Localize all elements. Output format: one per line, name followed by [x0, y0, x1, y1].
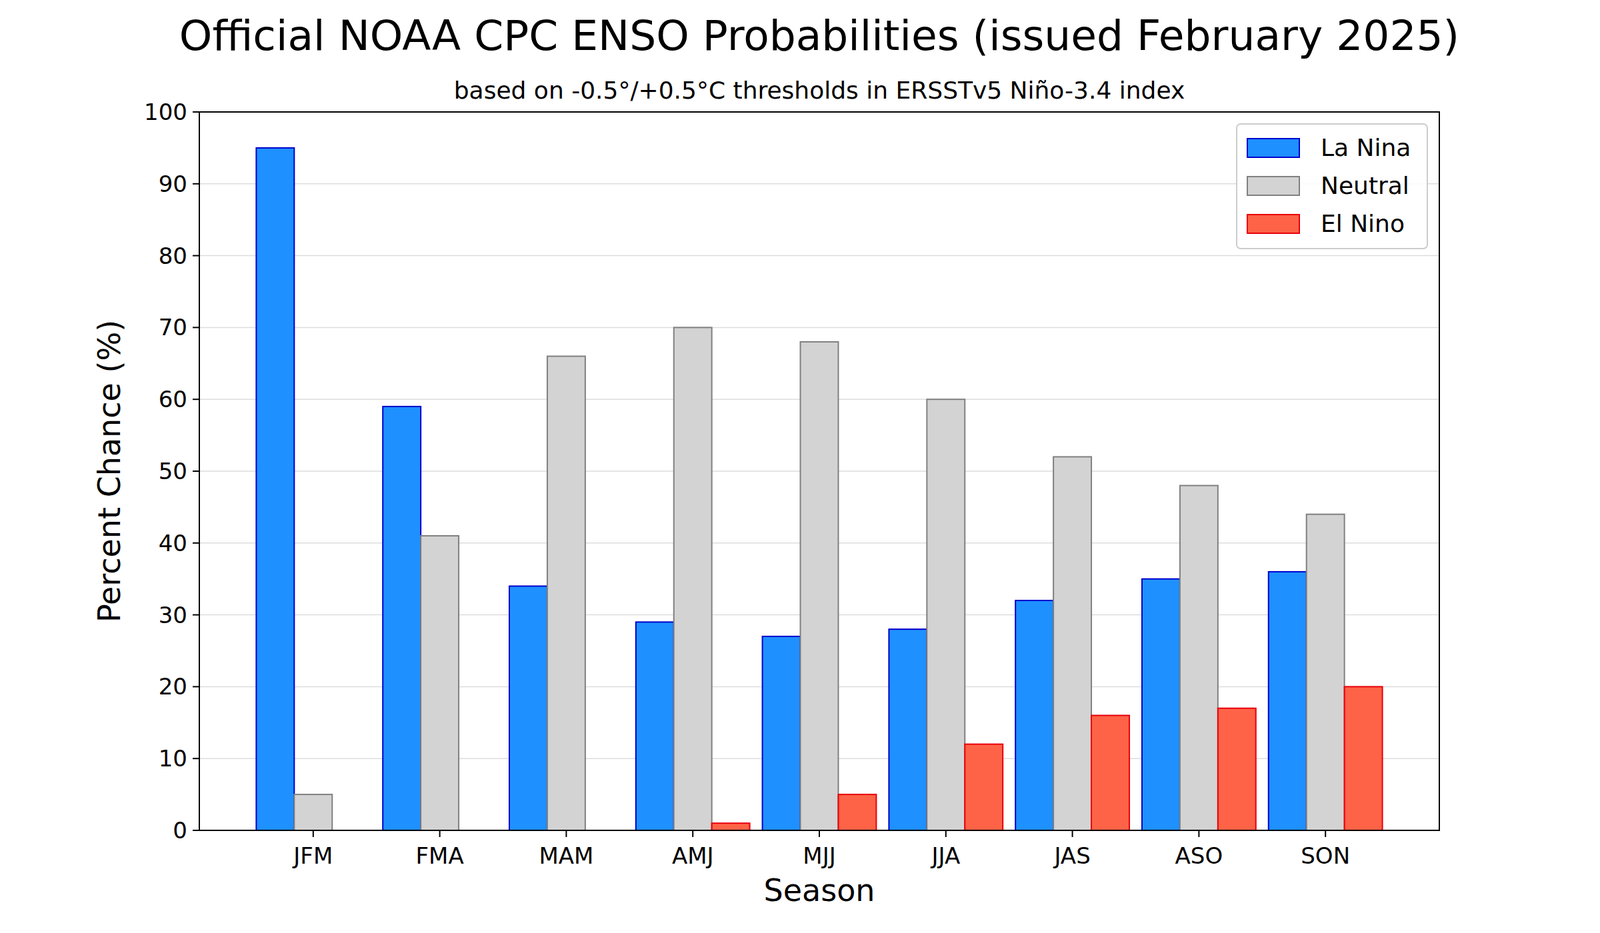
y-tick: [192, 255, 200, 257]
x-tick-label: JAS: [1052, 842, 1090, 870]
x-tick: [439, 830, 441, 838]
bar: [547, 356, 586, 831]
x-axis-label: Season: [764, 872, 876, 909]
bar: [382, 406, 421, 831]
bar: [800, 342, 839, 831]
x-tick: [818, 830, 820, 838]
x-tick: [1198, 830, 1200, 838]
bar: [964, 744, 1003, 831]
y-tick-label: 70: [158, 314, 188, 341]
x-tick-label: SON: [1300, 842, 1350, 870]
y-tick-label: 10: [158, 745, 188, 772]
bar: [1015, 600, 1054, 831]
x-tick-label: ASO: [1175, 842, 1224, 870]
bar: [1268, 572, 1307, 831]
legend-box: [1236, 124, 1428, 249]
x-tick: [565, 830, 567, 838]
legend-swatch: [1247, 138, 1300, 158]
grid-line: [199, 327, 1440, 329]
bar: [674, 327, 712, 831]
x-tick-label: JFM: [292, 842, 333, 870]
chart: 0 10 20 30 40 50 60 70 80 90 100 JFM FMA MAM AMJ MJJ JJA…: [0, 0, 1600, 933]
y-tick-label: 20: [158, 673, 188, 700]
legend: La Nina Neutral El Nino: [1236, 124, 1428, 249]
legend-label: El Nino: [1320, 210, 1405, 238]
subtitle: based on -0.5°/+0.5°C thresholds in ERSS…: [454, 76, 1186, 104]
y-tick-label: 50: [158, 458, 188, 485]
title: Official NOAA CPC ENSO Probabilities (is…: [179, 11, 1460, 60]
bar: [1053, 456, 1092, 831]
plot-frame: [199, 112, 1440, 831]
bar: [1344, 686, 1383, 831]
x-tick: [1072, 830, 1074, 838]
x-tick-label: MAM: [538, 842, 594, 870]
y-tick: [192, 614, 200, 616]
y-tick: [192, 326, 200, 328]
legend-label: Neutral: [1320, 172, 1410, 200]
bar: [712, 823, 750, 831]
y-tick: [192, 470, 200, 472]
bar: [762, 636, 801, 831]
bar: [1142, 579, 1180, 831]
bar: [926, 399, 965, 831]
bar: [838, 794, 876, 831]
bar: [509, 586, 548, 831]
y-tick-label: 40: [158, 530, 188, 557]
bar: [1218, 708, 1256, 831]
bar: [294, 794, 332, 831]
bar: [888, 629, 927, 831]
grid-line: [199, 255, 1440, 257]
x-tick-label: FMA: [416, 842, 464, 870]
y-tick: [192, 830, 200, 832]
bar: [1091, 716, 1130, 831]
bar: [1180, 486, 1218, 831]
x-tick-label: MJJ: [802, 842, 836, 870]
x-tick-label: JJA: [930, 842, 960, 870]
y-tick: [192, 111, 200, 113]
y-tick: [192, 183, 200, 185]
y-tick-label: 80: [158, 242, 188, 270]
y-tick: [192, 398, 200, 400]
y-axis-label: Percent Chance (%): [91, 320, 128, 623]
y-tick-label: 0: [172, 817, 188, 844]
y-tick-label: 90: [158, 170, 188, 198]
y-tick-label: 60: [158, 386, 188, 413]
y-tick-label: 100: [144, 98, 188, 126]
legend-swatch: [1247, 214, 1300, 234]
bar: [420, 536, 459, 831]
x-tick: [312, 830, 314, 838]
x-tick-label: AMJ: [672, 842, 714, 870]
x-tick: [1324, 830, 1326, 838]
x-tick: [945, 830, 947, 838]
y-tick: [192, 758, 200, 760]
grid: [199, 112, 1440, 831]
y-tick: [192, 686, 200, 688]
bars: [256, 148, 1382, 831]
legend-swatch: [1247, 176, 1300, 196]
y-tick-label: 30: [158, 602, 188, 629]
bar: [1306, 514, 1345, 831]
legend-label: La Nina: [1320, 134, 1411, 162]
bar: [636, 622, 674, 831]
y-tick: [192, 542, 200, 544]
bar: [256, 148, 294, 831]
x-tick: [692, 830, 694, 838]
